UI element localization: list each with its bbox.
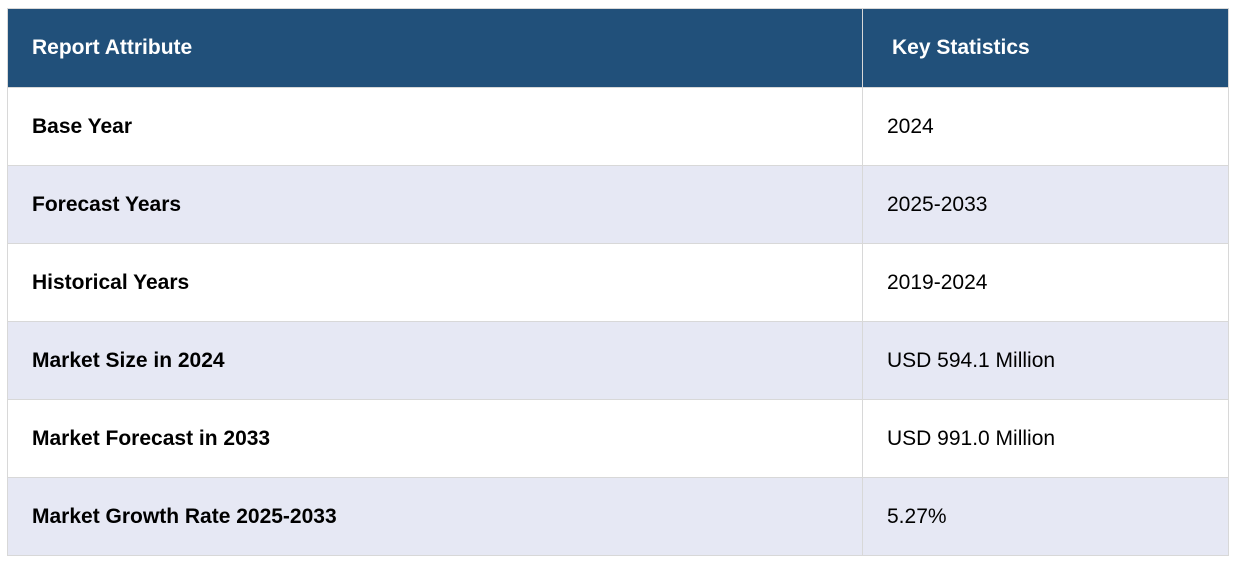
- value-cell: 2024: [862, 87, 1229, 166]
- header-row: Report Attribute Key Statistics: [7, 8, 1229, 88]
- value-cell: 5.27%: [862, 477, 1229, 556]
- attribute-cell: Market Growth Rate 2025-2033: [7, 477, 863, 556]
- table-row: Historical Years 2019-2024: [7, 243, 1229, 322]
- value-cell: 2019-2024: [862, 243, 1229, 322]
- value-cell: 2025-2033: [862, 165, 1229, 244]
- attribute-cell: Forecast Years: [7, 165, 863, 244]
- table-body: Base Year 2024 Forecast Years 2025-2033 Hist…: [7, 87, 1229, 556]
- value-cell: USD 594.1 Million: [862, 321, 1229, 400]
- header-cell: Key Statistics: [862, 8, 1229, 88]
- attribute-cell: Historical Years: [7, 243, 863, 322]
- table-row: Market Growth Rate 2025-2033 5.27%: [7, 477, 1229, 556]
- stats-table: Report Attribute Key Statistics Base Year…: [7, 8, 1229, 556]
- attribute-cell: Base Year: [7, 87, 863, 166]
- attribute-cell: Market Size in 2024: [7, 321, 863, 400]
- value-cell: USD 991.0 Million: [862, 399, 1229, 478]
- table-row: Forecast Years 2025-2033: [7, 165, 1229, 244]
- attribute-cell: Market Forecast in 2033: [7, 399, 863, 478]
- table-row: Market Forecast in 2033 USD 991.0 Million: [7, 399, 1229, 478]
- table-row: Market Size in 2024 USD 594.1 Million: [7, 321, 1229, 400]
- header-cell: Report Attribute: [7, 8, 863, 88]
- table-row: Base Year 2024: [7, 87, 1229, 166]
